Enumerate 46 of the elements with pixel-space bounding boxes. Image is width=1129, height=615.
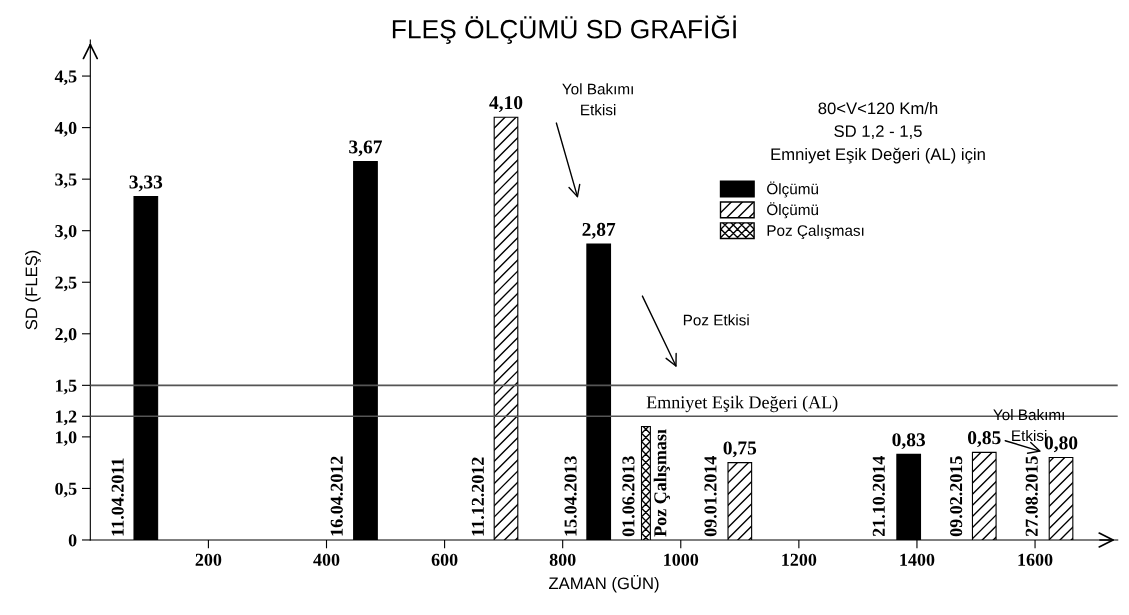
annotation: 15.04.2013: [564, 456, 577, 536]
data-label: 0,75: [723, 441, 757, 458]
x-tick-label: 1600: [1018, 553, 1053, 566]
legend-label: Ölçümü: [767, 202, 818, 219]
y-tick-label: 2,5: [55, 276, 77, 292]
data-label: 2,87: [582, 222, 616, 239]
annotation: 11.12.2012: [471, 457, 485, 536]
annotation: 27.08.2015: [1025, 456, 1038, 537]
annotation: Poz Çalışması: [653, 429, 670, 537]
annotation: Yol Bakımı Etkisi: [562, 83, 633, 116]
annotation: Poz Etkisi: [683, 314, 749, 326]
chart-title: FLEŞ ÖLÇÜMÜ SD GRAFİĞİ: [392, 15, 736, 44]
y-tick-label: 1,0: [56, 431, 77, 446]
annotation: 21.10.2014: [872, 455, 885, 537]
y-tick-label: 2,0: [55, 328, 77, 343]
annotation: 01.06.2013: [622, 456, 635, 537]
data-label: 4,10: [489, 96, 523, 112]
y-tick-label: 3,0: [55, 224, 77, 240]
y-axis-title: SD (FLEŞ): [25, 250, 41, 330]
y-tick-label: 0: [68, 534, 77, 547]
x-tick-label: 1000: [664, 553, 699, 566]
annotation: 09.02.2015: [950, 456, 963, 537]
legend-label: Ölçümü: [767, 181, 818, 198]
x-tick-label: 200: [195, 553, 222, 566]
x-tick-label: 1200: [782, 553, 817, 566]
legend-label: Poz Çalışması: [767, 224, 864, 240]
x-axis-title: ZAMAN (GÜN): [548, 575, 659, 593]
y-tick-label: 1,2: [56, 410, 77, 426]
annotation: 16.04.2012: [330, 456, 343, 536]
ref-line-label: Emniyet Eşik Değeri (AL): [646, 395, 838, 413]
annotation: 11.04.2011: [111, 458, 124, 536]
annotation: 80<V<120 Km/h SD 1,2 - 1,5 Emniyet Eşik Değeri (AL) için: [771, 102, 985, 164]
y-tick-label: 4,5: [54, 70, 77, 86]
y-tick-label: 1,5: [56, 379, 77, 395]
x-tick-label: 400: [313, 553, 340, 566]
data-label: 3,67: [349, 140, 383, 157]
x-tick-label: 800: [549, 553, 576, 566]
x-tick-label: 600: [431, 553, 458, 566]
x-tick-label: 1400: [900, 553, 935, 566]
y-tick-label: 4,0: [54, 121, 77, 137]
data-label: 0,83: [892, 433, 926, 450]
y-tick-label: 3,5: [55, 173, 77, 189]
data-label: 3,33: [129, 175, 163, 192]
data-label: 0,85: [967, 431, 1001, 448]
annotation: 09.01.2014: [704, 455, 717, 537]
y-tick-label: 0,5: [55, 482, 77, 498]
